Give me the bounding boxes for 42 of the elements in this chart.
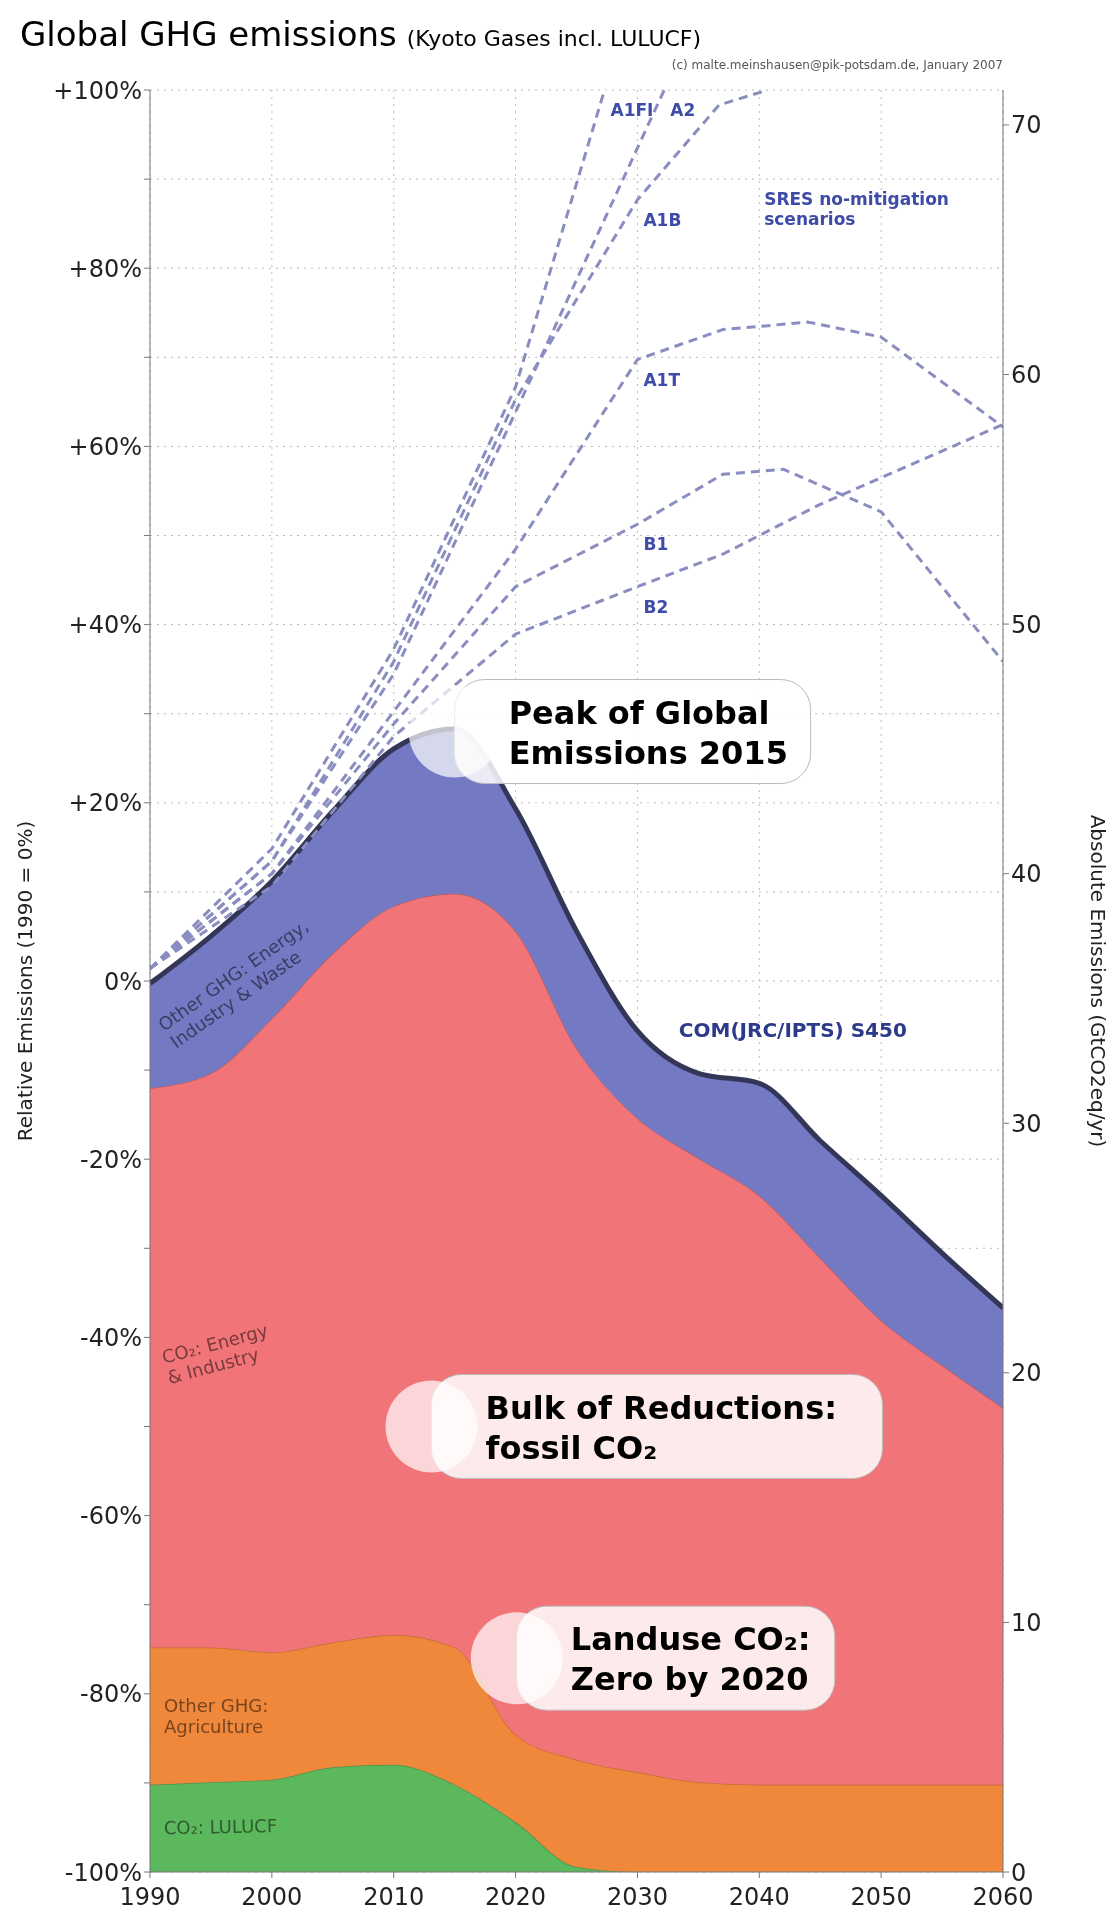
y2-tick-label: 50 [1011,610,1042,639]
y2-tick-label: 60 [1011,361,1042,390]
series-label: A1B [643,209,682,230]
y-tick-label: +40% [68,611,142,640]
text: (c) malte.meinshausen@pik-potsdam.de, January 2007 [671,57,1003,72]
series-label: Other GHG: Agriculture [164,1695,269,1738]
annotation: COM(JRC/IPTS) S450 [678,1017,907,1042]
y2-tick-label: 70 [1011,111,1042,140]
y2-tick-label: 40 [1011,860,1042,889]
x-tick-label: 2040 [728,1883,790,1912]
series-label: A1T [643,369,681,390]
y-axis-title: Relative Emissions (1990 = 0%) [13,820,38,1142]
series-label: A1FI [610,100,654,120]
y-tick-label: -60% [79,1502,142,1531]
y2-tick-label: 20 [1011,1359,1042,1388]
y-tick-label: -40% [79,1323,142,1352]
x-tick-label: 2000 [241,1883,303,1912]
y-tick-label: -80% [79,1680,142,1709]
series-label: B1 [643,534,669,555]
chart-title: Global GHG emissions [20,14,397,54]
x-tick-label: 2020 [485,1883,547,1912]
x-tick-label: 2050 [850,1883,912,1912]
y-tick-label: 0% [103,967,142,996]
series-label: CO₂: LULUCF [163,1815,278,1839]
series-label: A2 [670,100,696,120]
series-label: B2 [643,596,669,617]
annotation: Landuse CO₂: Zero by 2020 [570,1620,811,1699]
x-tick-label: 2010 [363,1883,425,1912]
y2-tick-label: 10 [1011,1608,1042,1637]
annotation: Bulk of Reductions: fossil CO₂ [485,1388,837,1467]
annotation: Peak of Global Emissions 2015 [508,693,788,772]
y-tick-label: +100% [53,76,142,105]
y2-tick-label: 30 [1011,1109,1042,1138]
series-label: CO₂: Energy & Industry [159,1319,271,1389]
y-tick-label: +60% [68,432,142,461]
y2-axis-title: Absolute Emissions (GtCO2eq/yr) [1085,814,1110,1148]
y-tick-label: +20% [68,789,142,818]
x-tick-label: 2030 [606,1883,668,1912]
y-tick-label: -20% [79,1145,142,1174]
y-tick-label: +80% [68,254,142,283]
annotation: SRES no-mitigation scenarios [764,189,949,230]
chart-subtitle: (Kyoto Gases incl. LULUCF) [406,26,702,51]
